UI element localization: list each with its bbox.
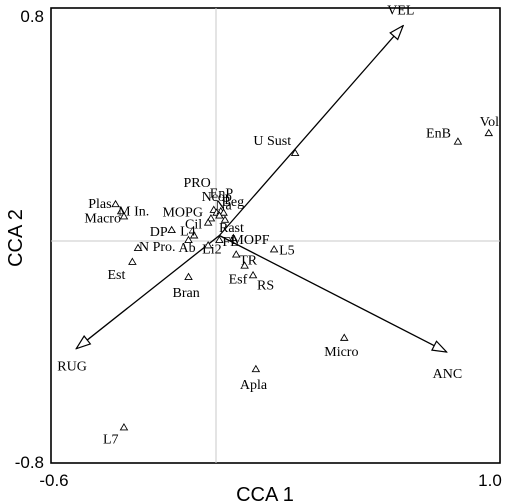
point-marker-macro [119, 212, 129, 220]
point-marker-tr [231, 250, 241, 258]
vector-label-rug: RUG [57, 360, 87, 375]
point-label-l4: L4 [180, 225, 196, 240]
point-label-ncop: Ncop [202, 190, 232, 205]
point-marker-esf [240, 261, 249, 269]
point-marker-l7 [119, 423, 129, 431]
point-label-l7: L7 [103, 432, 119, 447]
point-label-mopf: MOPF [231, 233, 269, 248]
point-marker-mopf [229, 233, 238, 242]
plot-frame [50, 7, 501, 464]
point-marker-est [128, 257, 137, 265]
point-marker-na [215, 211, 224, 219]
point-marker-n-pro [133, 243, 143, 251]
point-label-u-sust: U Sust [253, 134, 291, 149]
point-label-enp: EnP [210, 186, 234, 201]
point-label-esf: Esf [229, 273, 248, 288]
point-label-cil: Cil [185, 218, 202, 233]
x-tick-label-left: -0.6 [39, 471, 68, 490]
point-marker-vol [484, 128, 494, 137]
point-marker-u-sust [290, 148, 300, 156]
point-marker-li2 [203, 241, 213, 249]
x-tick-label-right: 1.0 [478, 471, 502, 490]
point-label-plas: Plas [88, 197, 111, 212]
point-label-mopg: MOPG [162, 205, 202, 220]
point-label-micro: Micro [324, 345, 358, 360]
vector-arrow-anc [219, 234, 446, 353]
point-label-pro: PRO [184, 176, 211, 191]
point-label-n-pro: N Pro. [139, 240, 176, 255]
point-marker-plas [111, 199, 120, 208]
point-marker-rast [220, 215, 230, 223]
point-marker-cil [203, 218, 213, 226]
y-tick-label-bottom: -0.8 [15, 453, 44, 472]
point-marker-apla [251, 364, 261, 373]
point-marker-ab [184, 235, 193, 243]
vector-label-vel: VEL [387, 4, 414, 19]
point-marker-l4 [189, 231, 199, 239]
point-label-na: Na [215, 199, 232, 214]
point-label-rs: RS [257, 278, 274, 293]
point-marker-bran [184, 272, 193, 280]
point-marker-rs [248, 270, 258, 279]
point-label-vol: Vol [480, 115, 499, 130]
point-label-ab: Ab [179, 241, 196, 256]
x-axis-title: CCA 1 [236, 484, 294, 503]
point-marker-micro [339, 333, 349, 341]
point-marker-mopg [206, 214, 216, 222]
vector-arrow-rug [76, 234, 220, 349]
point-label-est: Est [107, 268, 125, 283]
point-label-rast: Rast [219, 221, 244, 236]
point-label-fl: FL [222, 235, 238, 250]
point-marker-dp [167, 225, 176, 234]
point-marker-m-in [116, 206, 126, 215]
y-tick-label-top: 0.8 [20, 7, 44, 26]
point-label-enb: EnB [426, 127, 451, 142]
vector-label-anc: ANC [433, 367, 463, 382]
point-marker-fl [215, 235, 224, 243]
point-label-beg: Beg [222, 195, 245, 210]
point-marker-l5 [269, 245, 279, 253]
point-label-apla: Apla [240, 378, 268, 393]
point-label-dp: DP [150, 225, 168, 240]
point-label-li2: Li2 [202, 242, 221, 257]
point-label-bran: Bran [173, 286, 200, 301]
point-marker-beg [219, 208, 228, 216]
vector-arrow-vel [218, 26, 403, 236]
y-axis-title: CCA 2 [5, 209, 27, 267]
point-label-l5: L5 [279, 243, 295, 258]
point-marker-enb [453, 137, 463, 145]
point-label-macro: Macro [84, 211, 121, 226]
environment-vectors: VEL RUG ANC [57, 4, 462, 382]
